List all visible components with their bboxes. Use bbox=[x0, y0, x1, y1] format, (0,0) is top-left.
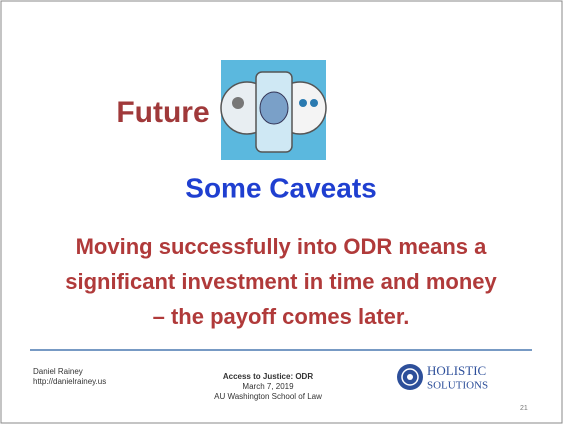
date: March 7, 2019 bbox=[242, 382, 294, 391]
page: Future Some Caveats Moving successfully … bbox=[0, 0, 563, 424]
subtitle: Some Caveats bbox=[185, 172, 376, 203]
body-line: – the payoff comes later. bbox=[153, 304, 410, 329]
body-line: significant investment in time and money bbox=[65, 269, 497, 294]
author: Daniel Rainey bbox=[33, 367, 83, 376]
event: Access to Justice: ODR bbox=[223, 372, 313, 381]
logo bbox=[397, 364, 423, 390]
title: Future bbox=[116, 96, 209, 129]
author-url: http://danielrainey.us bbox=[33, 377, 106, 386]
illustration bbox=[221, 60, 326, 160]
logo-text: HOLISTIC bbox=[427, 363, 486, 378]
slide: Future Some Caveats Moving successfully … bbox=[0, 0, 563, 424]
venue: AU Washington School of Law bbox=[214, 392, 322, 401]
page-number: 21 bbox=[520, 405, 528, 412]
logo-text: SOLUTIONS bbox=[427, 380, 488, 392]
body-line: Moving successfully into ODR means a bbox=[76, 234, 488, 259]
